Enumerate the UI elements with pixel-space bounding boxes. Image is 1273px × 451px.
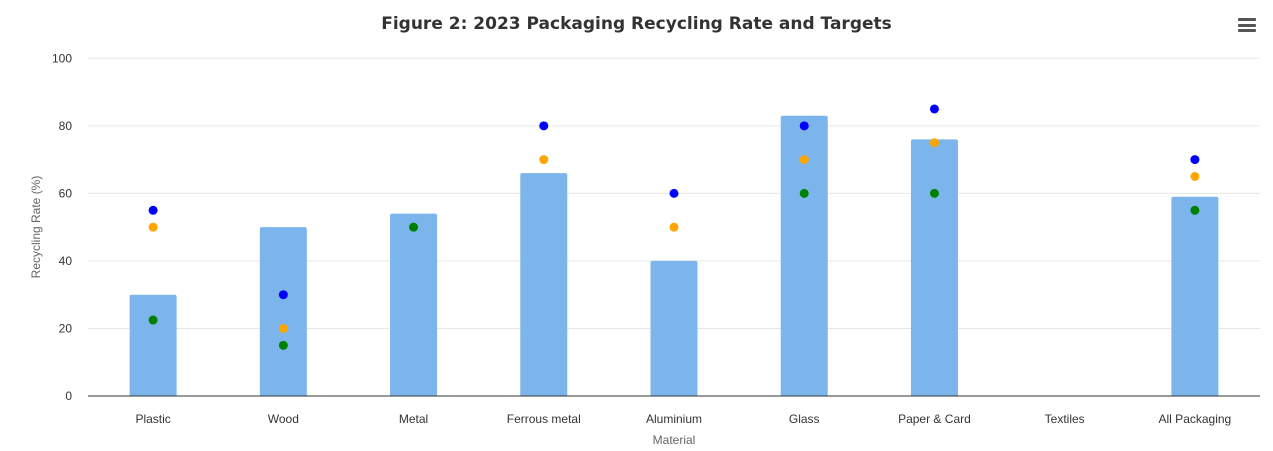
bar-metal	[390, 213, 438, 396]
y-tick-label: 20	[59, 321, 73, 335]
marker-point	[278, 340, 288, 350]
x-tick-label: Metal	[399, 412, 428, 426]
marker-point	[278, 290, 288, 300]
x-tick-label: Textiles	[1045, 412, 1085, 426]
y-tick-label: 100	[52, 51, 72, 65]
x-axis-label: Material	[653, 433, 696, 447]
marker-point	[799, 121, 809, 131]
marker-point	[1190, 171, 1200, 181]
x-tick-label: Aluminium	[646, 412, 702, 426]
marker-point	[1190, 205, 1200, 215]
x-tick-label: Plastic	[135, 412, 170, 426]
marker-point	[669, 222, 679, 232]
marker-point	[929, 138, 939, 148]
bar-ferrous-metal	[520, 173, 568, 396]
x-tick-label: Ferrous metal	[507, 412, 581, 426]
bar-wood	[259, 227, 307, 396]
y-tick-label: 40	[59, 254, 73, 268]
bar-plastic	[129, 294, 177, 396]
marker-point	[799, 188, 809, 198]
bar-glass	[780, 115, 828, 397]
marker-point	[148, 222, 158, 232]
bar-paper-card	[910, 139, 958, 396]
marker-point	[669, 188, 679, 198]
marker-point	[929, 104, 939, 114]
y-tick-label: 80	[59, 119, 73, 133]
x-tick-label: Wood	[268, 412, 299, 426]
marker-point	[539, 121, 549, 131]
marker-point	[278, 323, 288, 333]
bar-aluminium	[650, 260, 698, 396]
marker-point	[1190, 155, 1200, 165]
y-tick-label: 0	[65, 389, 72, 403]
marker-point	[539, 155, 549, 165]
marker-point	[409, 222, 419, 232]
marker-point	[929, 188, 939, 198]
x-tick-label: Paper & Card	[898, 412, 971, 426]
bar-all-packaging	[1171, 196, 1219, 396]
y-tick-label: 60	[59, 186, 73, 200]
chart-title: Figure 2: 2023 Packaging Recycling Rate …	[381, 14, 892, 34]
x-tick-label: Glass	[789, 412, 820, 426]
y-axis-label: Recycling Rate (%)	[29, 176, 43, 279]
hamburger-menu-icon[interactable]	[1238, 18, 1256, 32]
marker-point	[148, 315, 158, 325]
marker-point	[799, 155, 809, 165]
x-tick-label: All Packaging	[1159, 412, 1232, 426]
marker-point	[148, 205, 158, 215]
